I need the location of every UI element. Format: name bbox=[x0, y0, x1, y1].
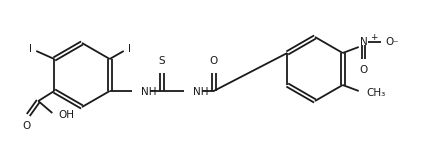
Text: OH: OH bbox=[58, 110, 74, 120]
Text: N: N bbox=[360, 37, 368, 47]
Text: I: I bbox=[29, 44, 32, 54]
Text: CH₃: CH₃ bbox=[367, 88, 386, 98]
Text: ⁻: ⁻ bbox=[393, 39, 398, 49]
Text: O: O bbox=[210, 56, 218, 66]
Text: +: + bbox=[370, 33, 377, 43]
Text: O: O bbox=[22, 121, 30, 131]
Text: O: O bbox=[359, 65, 368, 75]
Text: NH: NH bbox=[193, 87, 208, 97]
Text: S: S bbox=[158, 56, 165, 66]
Text: I: I bbox=[128, 44, 131, 54]
Text: O: O bbox=[386, 37, 394, 47]
Text: NH: NH bbox=[141, 87, 156, 97]
